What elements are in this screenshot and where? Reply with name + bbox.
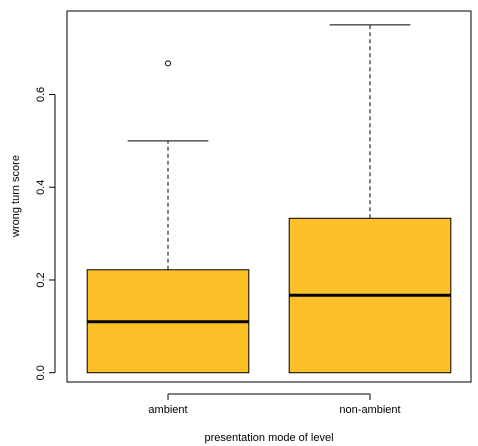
x-tick-label: ambient (148, 404, 187, 416)
y-tick-label: 0.0 (35, 365, 47, 380)
x-axis-title: presentation mode of level (204, 432, 333, 444)
boxes-layer (86, 24, 452, 374)
y-tick-label: 0.2 (35, 272, 47, 287)
y-axis: 0.0 0.2 0.4 0.6 (35, 87, 56, 380)
outlier-point (165, 60, 171, 67)
plot-frame (66, 10, 472, 383)
x-tick-label: non-ambient (339, 404, 400, 416)
x-axis: ambient non-ambient (148, 393, 401, 416)
y-tick-label: 0.6 (35, 87, 47, 102)
y-axis-title: wrong turn score (10, 155, 22, 238)
y-tick-label: 0.4 (35, 180, 47, 195)
box-non-ambient (288, 24, 452, 374)
box-ambient (86, 60, 250, 374)
